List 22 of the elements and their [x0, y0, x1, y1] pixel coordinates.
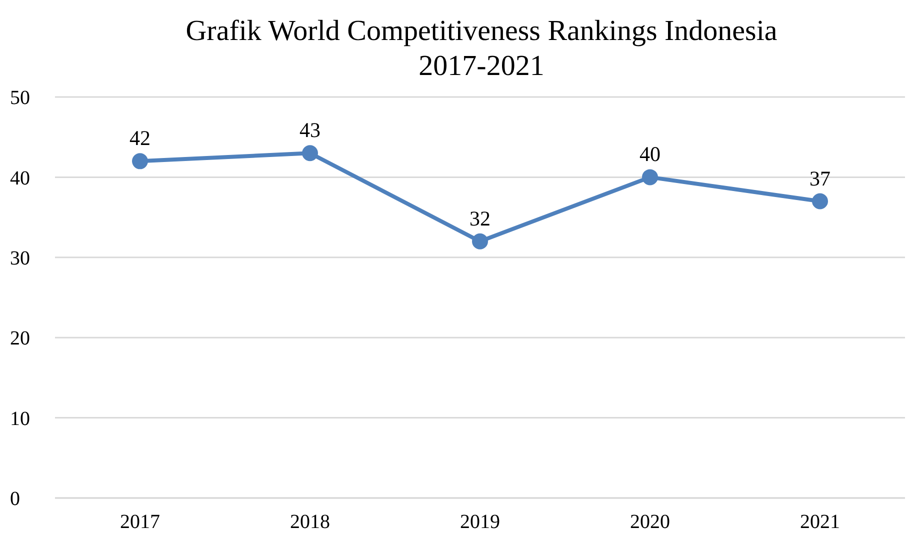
- data-label: 37: [810, 166, 830, 190]
- y-tick-label: 20: [10, 328, 30, 350]
- data-label: 32: [470, 206, 490, 230]
- point: [302, 145, 318, 162]
- point: [812, 193, 828, 210]
- chart-title: Grafik World Competitiveness Rankings Indonesia 2017-2021: [184, 14, 778, 84]
- data-label: 42: [130, 126, 150, 150]
- data-label: 40: [640, 142, 660, 166]
- point: [642, 169, 658, 186]
- x-tick-label: 2018: [290, 511, 330, 534]
- y-tick-label: 50: [10, 87, 30, 110]
- y-tick-label: 30: [10, 248, 30, 270]
- y-tick-label: 0: [10, 488, 20, 510]
- x-tick-label: 2017: [120, 511, 160, 534]
- x-tick-label: 2019: [460, 511, 500, 534]
- y-tick-label: 10: [10, 408, 30, 430]
- x-tick-label: 2021: [800, 511, 840, 534]
- data-label: 43: [300, 118, 320, 142]
- point: [132, 153, 148, 170]
- point: [472, 233, 488, 250]
- x-tick-label: 2020: [630, 511, 670, 534]
- y-tick-label: 40: [10, 167, 30, 190]
